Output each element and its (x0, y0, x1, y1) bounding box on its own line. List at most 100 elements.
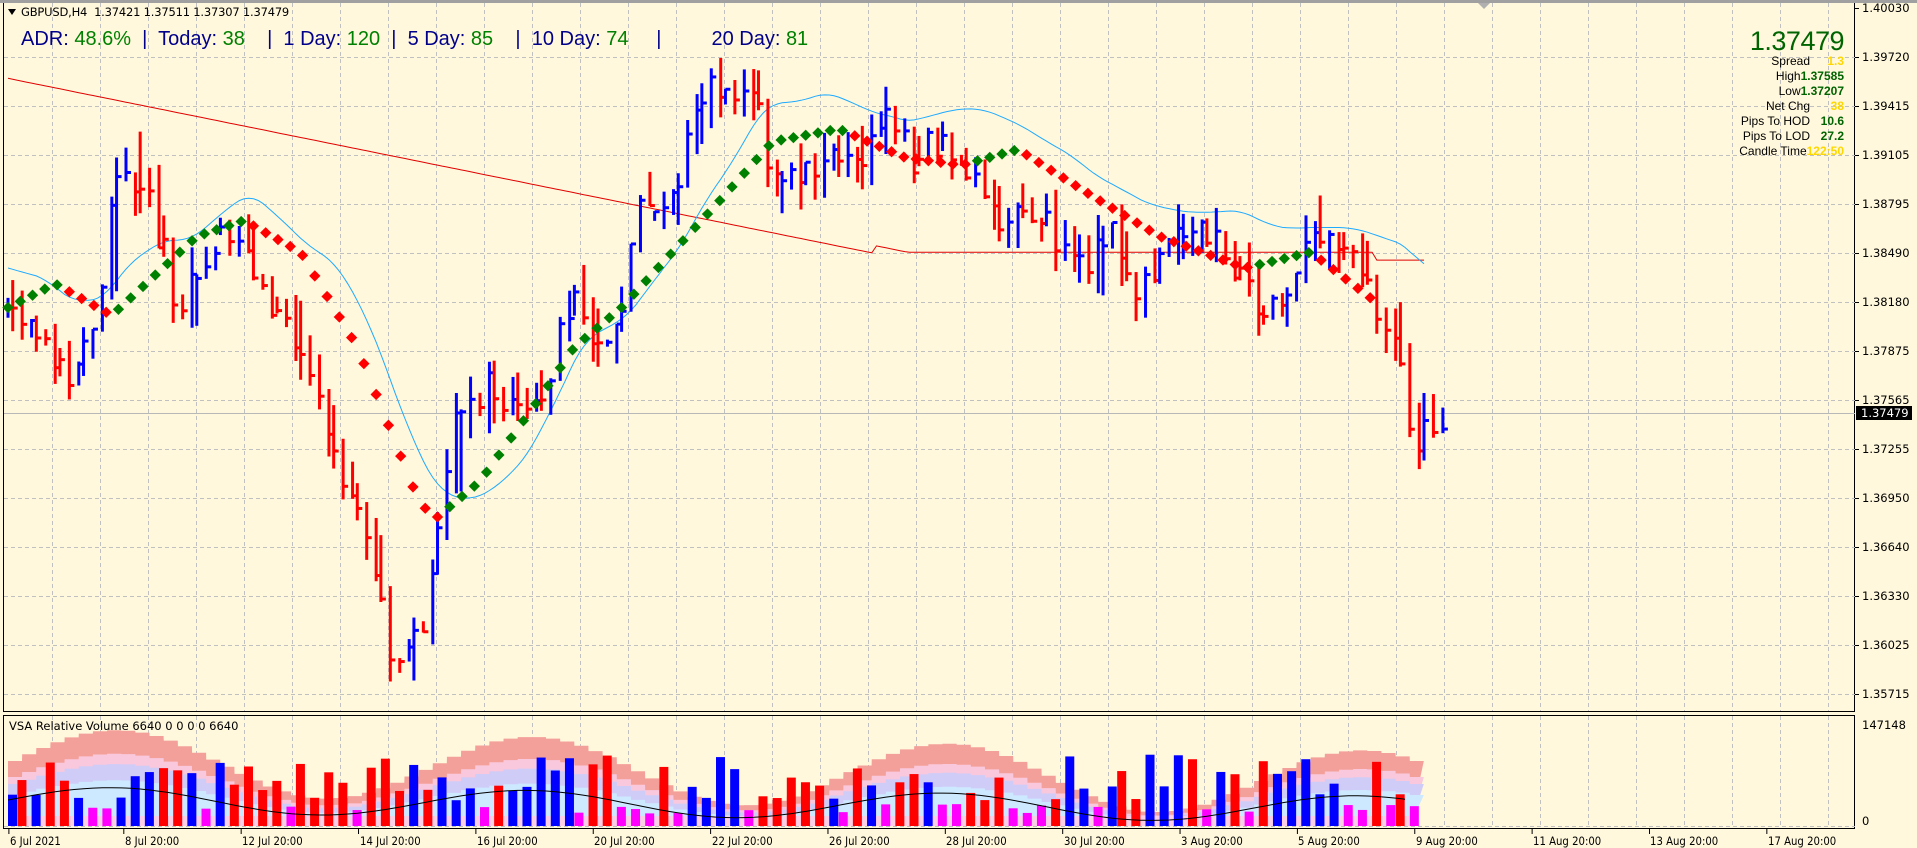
time-axis-label: 13 Aug 20:00 (1650, 834, 1719, 848)
trend-diamond-marker (296, 249, 309, 262)
trend-diamond-marker (873, 140, 885, 153)
volume-bar (631, 809, 641, 826)
volume-bar (574, 812, 584, 826)
volume-bar (1117, 771, 1127, 826)
volume-bar (1287, 771, 1297, 826)
trend-diamond-marker (1033, 156, 1045, 169)
adr-label: 1 Day: (283, 28, 347, 50)
volume-average-line (7, 787, 1406, 821)
adr-separator: | (244, 28, 284, 50)
volume-bar (480, 807, 489, 826)
trend-diamond-marker (1168, 236, 1180, 248)
time-axis-label: 8 Jul 20:00 (124, 834, 180, 848)
volume-bar (1065, 756, 1075, 826)
trend-diamond-marker (652, 261, 665, 274)
trend-diamond-marker (161, 257, 174, 270)
volume-bar (645, 813, 655, 826)
info-value: 10.6 (1820, 114, 1844, 128)
trend-diamond-marker (382, 419, 395, 431)
main-chart-pane[interactable] (3, 3, 1855, 712)
volume-bar (244, 766, 253, 826)
volume-bar (522, 786, 532, 826)
time-axis-label: 16 Jul 20:00 (476, 834, 538, 848)
trend-diamond-marker (984, 151, 996, 164)
trend-diamond-marker (112, 303, 125, 315)
volume-bar (1008, 808, 1018, 826)
volume-bar (494, 785, 504, 826)
info-row: Pips To LOD 27.2 (1739, 129, 1844, 144)
collapse-triangle-icon[interactable] (8, 9, 16, 15)
price-axis-label: 1.39105 (1862, 148, 1910, 162)
trend-diamond-marker (640, 275, 652, 287)
adr-label: 5 Day: (407, 28, 471, 50)
volume-bar (616, 806, 626, 826)
price-info-panel: 1.37479 Spread 1.3 High1.37585 Low1.37207 Ne… (1739, 28, 1844, 159)
trend-diamond-marker (1070, 179, 1082, 192)
chart-shift-marker-icon[interactable] (1478, 3, 1490, 9)
vsa-indicator-pane[interactable] (3, 715, 1855, 829)
info-value: 1.3 (1827, 54, 1844, 68)
info-row: Pips To HOD 10.6 (1739, 114, 1844, 129)
volume-bar (1131, 799, 1141, 826)
trend-diamond-marker (444, 501, 456, 513)
trend-diamond-marker (468, 480, 480, 492)
volume-bar (508, 790, 518, 826)
volume-bar (295, 763, 305, 826)
volume-bar (1372, 761, 1382, 826)
trend-diamond-marker (910, 153, 922, 165)
volume-bar (800, 782, 810, 826)
trend-diamond-marker (738, 167, 750, 179)
price-axis-label: 1.36950 (1862, 491, 1910, 505)
trend-diamond-marker (1303, 247, 1315, 259)
volume-bar (59, 780, 69, 826)
trend-diamond-marker (321, 290, 333, 303)
volume-bar (423, 789, 433, 826)
trend-diamond-marker (39, 283, 51, 295)
adr-separator: | (628, 28, 712, 50)
volume-bar (130, 776, 140, 826)
slow-moving-average-line (7, 77, 1424, 261)
trend-diamond-marker (824, 124, 836, 137)
trend-diamond-marker (542, 380, 554, 392)
trend-diamond-marker (480, 466, 493, 478)
trend-diamond-marker (836, 124, 849, 137)
trend-diamond-marker (137, 280, 149, 293)
volume-bar (1315, 794, 1325, 826)
volume-bar (31, 794, 41, 826)
volume-bar (272, 780, 282, 826)
fast-moving-average-line (7, 94, 1425, 499)
adr-separator: | (493, 28, 532, 50)
volume-bar (1409, 806, 1419, 826)
trend-diamond-marker (210, 224, 223, 236)
trend-diamond-marker (1278, 252, 1290, 265)
volume-bar (1159, 786, 1169, 826)
volume-bar (437, 777, 447, 826)
volume-bar (17, 780, 27, 826)
volume-bar (8, 794, 17, 826)
info-value: 122:50 (1806, 144, 1844, 158)
time-axis-label: 14 Jul 20:00 (359, 834, 421, 848)
trend-diamond-marker (554, 362, 566, 374)
volume-bar (588, 764, 598, 826)
trend-diamond-marker (14, 295, 26, 308)
volume-bar (258, 790, 268, 826)
time-axis-label: 20 Jul 20:00 (594, 834, 655, 848)
trend-diamond-marker (198, 228, 211, 240)
volume-bar (116, 797, 126, 826)
volume-bar (366, 767, 376, 826)
volume-bar (1301, 759, 1311, 826)
price-axis-label: 1.36640 (1862, 540, 1910, 554)
trend-diamond-marker (1057, 172, 1070, 184)
volume-bar (815, 785, 825, 826)
trend-diamond-marker (235, 215, 247, 228)
info-value: 27.2 (1820, 129, 1844, 143)
trend-diamond-marker (1204, 249, 1217, 262)
trend-diamond-marker (861, 135, 873, 147)
adr-separator: | (380, 28, 408, 50)
volume-bar (409, 764, 419, 826)
volume-bar (1107, 786, 1117, 826)
adr-label: Today: (158, 28, 223, 50)
trend-diamond-marker (1339, 273, 1352, 285)
